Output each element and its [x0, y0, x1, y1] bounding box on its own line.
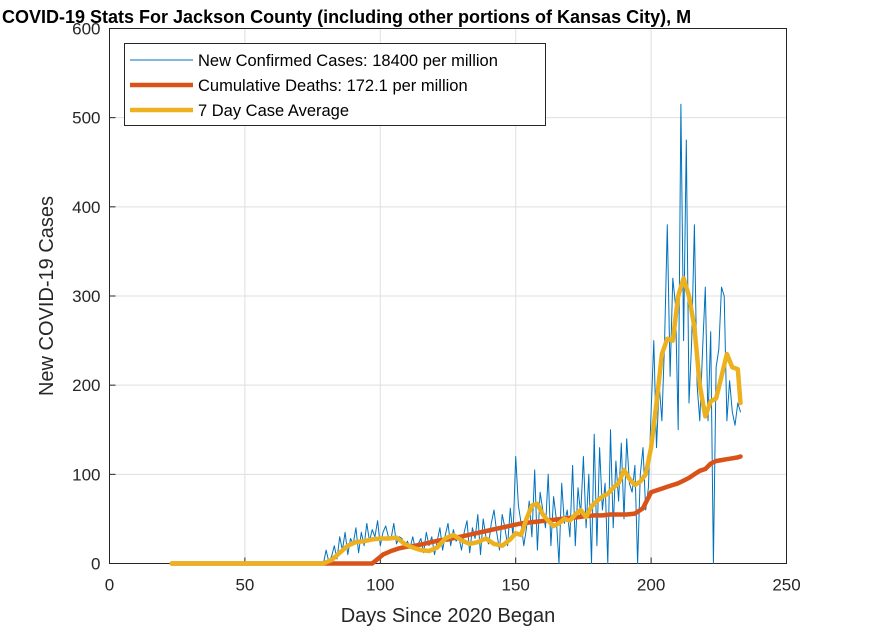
y-tick-label: 300 [72, 287, 100, 306]
legend-label-7day: 7 Day Case Average [198, 102, 349, 120]
y-tick-label: 400 [72, 198, 100, 217]
chart-title: COVID-19 Stats For Jackson County (inclu… [2, 7, 691, 27]
x-tick-label: 200 [637, 576, 665, 595]
legend-label-new-cases: New Confirmed Cases: 18400 per million [198, 52, 498, 70]
y-tick-label: 200 [72, 376, 100, 395]
x-tick-label: 150 [502, 576, 530, 595]
y-axis: 0 100 200 300 400 500 600 [72, 20, 116, 574]
series-7-day-average [169, 275, 743, 566]
x-axis-label: Days Since 2020 Began [341, 605, 556, 627]
y-tick-label: 100 [72, 465, 100, 484]
y-tick-label: 500 [72, 109, 100, 128]
legend-box [124, 43, 546, 126]
y-axis-label: New COVID-19 Cases [36, 196, 58, 396]
series-cumulative-deaths [169, 454, 743, 566]
series-layer [169, 103, 743, 566]
x-tick-label: 50 [235, 576, 254, 595]
legend: New Confirmed Cases: 18400 per million C… [124, 43, 546, 126]
x-tick-label: 0 [105, 576, 114, 595]
series-new-confirmed-cases [171, 103, 741, 564]
legend-label-deaths: Cumulative Deaths: 172.1 per million [198, 77, 468, 95]
x-tick-label: 250 [772, 576, 800, 595]
x-axis: 0 50 100 150 200 250 [105, 557, 801, 595]
y-tick-label: 600 [72, 20, 100, 39]
x-tick-label: 100 [366, 576, 394, 595]
y-tick-label: 0 [91, 555, 100, 574]
